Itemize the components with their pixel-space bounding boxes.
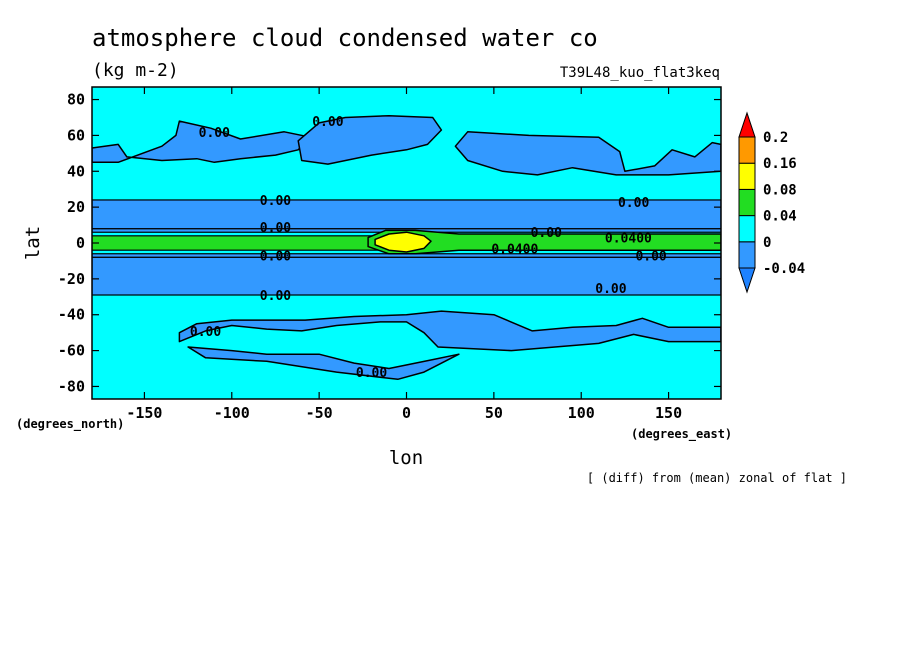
x-tick-label-4: 50 bbox=[485, 404, 503, 422]
contour-label-10: 0.00 bbox=[635, 250, 666, 265]
band-3 bbox=[92, 199, 721, 230]
contour-label-3: 0.00 bbox=[260, 221, 291, 236]
region-gulf-of-guinea-max bbox=[374, 231, 432, 253]
x-tick-label-6: 150 bbox=[655, 404, 682, 422]
contour-label-12: 0.0400 bbox=[491, 242, 538, 257]
region-equatorial-tongue-green bbox=[367, 229, 721, 255]
run-label: T39L48_kuo_flat3keq bbox=[560, 65, 720, 81]
legend-label-5: 0.2 bbox=[763, 130, 788, 146]
x-tick-label-5: 100 bbox=[568, 404, 595, 422]
y-tick-label-7: -60 bbox=[58, 342, 85, 360]
plot-area: 0.00 0.00 0.00 0.00 0.00 0.00 0.00 0.00 0.00 0.00… bbox=[58, 86, 722, 422]
chart-title: atmosphere cloud condensed water co bbox=[92, 24, 598, 52]
y-tick-label-6: -40 bbox=[58, 306, 85, 324]
contour-label-13: 0.0400 bbox=[605, 232, 652, 247]
y-tick-label-3: 20 bbox=[67, 198, 85, 216]
x-tick-label-0: -150 bbox=[126, 404, 162, 422]
x-tick-label-2: -50 bbox=[306, 404, 333, 422]
contour-label-8: 0.00 bbox=[618, 196, 649, 211]
legend-swatch-5 bbox=[738, 136, 756, 164]
x-tick-label-1: -100 bbox=[214, 404, 250, 422]
contour-label-9: 0.00 bbox=[531, 226, 562, 241]
y-tick-label-4: 0 bbox=[76, 234, 85, 252]
x-tick-label-3: 0 bbox=[402, 404, 411, 422]
contour-label-7: 0.00 bbox=[356, 366, 387, 381]
legend-arrow-top bbox=[738, 111, 756, 138]
contour-label-11: 0.00 bbox=[595, 282, 626, 297]
x-axis-label: lon bbox=[389, 447, 423, 469]
band-4 bbox=[92, 256, 721, 296]
contour-label-6: 0.00 bbox=[190, 325, 221, 340]
legend-arrow-bottom bbox=[738, 267, 756, 294]
y-tick-label-0: 80 bbox=[67, 91, 85, 109]
y-tick-label-2: 40 bbox=[67, 162, 85, 180]
footer-note: [ (diff) from (mean) zonal of flat ] bbox=[587, 471, 847, 485]
region-south-polar-negative bbox=[187, 346, 460, 381]
chart-units: (kg m-2) bbox=[92, 60, 179, 81]
contour-label-1: 0.00 bbox=[312, 115, 343, 130]
x-unit-label: (degrees_east) bbox=[631, 427, 732, 442]
color-legend: -0.04 0 0.04 0.08 0.16 0.2 bbox=[738, 111, 805, 294]
contour-label-5: 0.00 bbox=[260, 289, 291, 304]
y-axis-label: lat bbox=[22, 226, 44, 260]
legend-swatch-1 bbox=[738, 241, 756, 269]
legend-label-0: -0.04 bbox=[763, 261, 805, 277]
region-south-midlat-negative bbox=[178, 310, 721, 352]
contour-label-2: 0.00 bbox=[260, 194, 291, 209]
region-north-midlat-negative-3 bbox=[454, 131, 721, 176]
legend-label-4: 0.16 bbox=[763, 156, 797, 172]
y-tick-label-8: -80 bbox=[58, 377, 85, 395]
contour-label-4: 0.00 bbox=[260, 250, 291, 265]
legend-swatch-4 bbox=[738, 162, 756, 190]
y-tick-label-1: 60 bbox=[67, 126, 85, 144]
legend-label-1: 0 bbox=[763, 235, 771, 251]
legend-swatch-3 bbox=[738, 188, 756, 217]
legend-swatch-2 bbox=[738, 215, 756, 243]
legend-label-3: 0.08 bbox=[763, 182, 797, 198]
region-north-midlat-negative-2 bbox=[297, 114, 443, 165]
legend-label-2: 0.04 bbox=[763, 209, 797, 225]
y-unit-label: (degrees_north) bbox=[16, 417, 124, 432]
contour-label-0: 0.00 bbox=[199, 126, 230, 141]
y-tick-label-5: -20 bbox=[58, 270, 85, 288]
